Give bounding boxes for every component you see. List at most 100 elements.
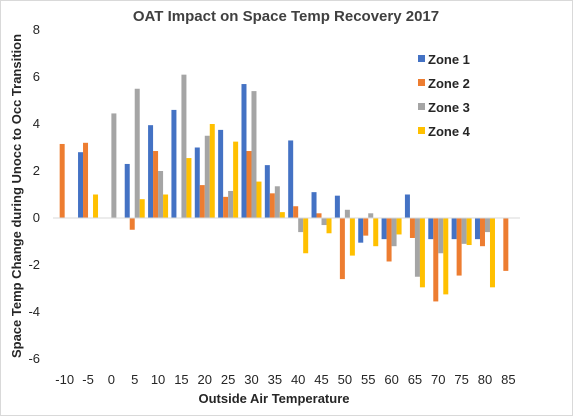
bar-zone-1--5 <box>78 152 84 218</box>
bar-zone-4-65 <box>419 218 425 288</box>
bar-zone-4-45 <box>326 218 332 234</box>
bar-zone-1-65 <box>404 194 410 218</box>
bar-zone-4-50 <box>349 218 355 256</box>
bar-zone-1-75 <box>451 218 457 240</box>
y-tick-label: 4 <box>33 116 40 131</box>
bar-zone-2-70 <box>433 218 439 302</box>
bar-zone-1-80 <box>474 218 480 240</box>
bar-zone-3-75 <box>461 218 467 244</box>
bar-zone-2-40 <box>293 206 299 218</box>
bar-zone-1-5 <box>124 163 130 218</box>
bar-zone-4-70 <box>443 218 449 295</box>
y-tick-label: 8 <box>33 22 40 37</box>
bar-zone-2--5 <box>83 142 89 218</box>
bar-zone-2--10 <box>59 143 65 218</box>
legend-swatch <box>418 55 425 62</box>
legend-label: Zone 1 <box>428 52 470 67</box>
bar-zone-2-65 <box>409 218 415 238</box>
bar-zone-4-25 <box>233 141 239 219</box>
legend-swatch <box>418 79 425 86</box>
bar-zone-3-80 <box>484 218 490 233</box>
y-tick-label: -6 <box>28 351 40 366</box>
bar-zone-3-10 <box>158 171 164 218</box>
bar-zone-4-30 <box>256 181 262 218</box>
legend: Zone 1 Zone 2 Zone 3 Zone 4 <box>418 52 471 139</box>
bar-zone-2-10 <box>153 151 159 218</box>
x-tick-label: 65 <box>408 372 422 387</box>
bar-zone-1-50 <box>334 195 340 218</box>
bar-zone-2-80 <box>479 218 485 247</box>
bar-zone-4--5 <box>93 194 99 218</box>
bar-zone-2-25 <box>223 196 229 218</box>
x-tick-label: 70 <box>431 372 445 387</box>
bar-zone-2-75 <box>456 218 462 276</box>
x-tick-label: 50 <box>338 372 352 387</box>
bar-zone-4-60 <box>396 218 402 235</box>
bar-zone-2-60 <box>386 218 392 262</box>
x-tick-label: 30 <box>244 372 258 387</box>
bar-zone-4-55 <box>373 218 379 247</box>
legend-label: Zone 4 <box>428 124 471 139</box>
bar-zone-3-55 <box>368 213 374 218</box>
x-tick-label: 10 <box>151 372 165 387</box>
y-tick-label: 0 <box>33 210 40 225</box>
bar-zone-4-40 <box>303 218 309 254</box>
bar-zone-2-45 <box>316 213 322 218</box>
x-tick-label: 20 <box>198 372 212 387</box>
x-tick-label: -10 <box>55 372 74 387</box>
bar-zone-1-35 <box>264 165 270 219</box>
bar-zone-2-35 <box>269 193 275 218</box>
bar-zone-2-5 <box>129 218 135 230</box>
bar-zone-3-50 <box>344 209 350 218</box>
bar-zone-1-60 <box>381 218 387 240</box>
x-tick-label: 15 <box>174 372 188 387</box>
bar-zone-1-30 <box>241 84 247 218</box>
y-tick-label: -4 <box>28 304 40 319</box>
legend-swatch <box>418 127 425 134</box>
bar-zone-1-15 <box>171 109 177 218</box>
bar-zone-3-40 <box>298 218 304 233</box>
legend-label: Zone 2 <box>428 76 470 91</box>
x-tick-label: 40 <box>291 372 305 387</box>
x-tick-label: 45 <box>314 372 328 387</box>
bar-zone-2-85 <box>503 218 509 271</box>
bar-zone-2-50 <box>339 218 345 280</box>
bar-zone-1-10 <box>148 125 154 218</box>
bar-zone-3-0 <box>111 113 117 218</box>
bar-zone-1-25 <box>218 129 224 219</box>
bars <box>59 74 509 302</box>
x-tick-label: 25 <box>221 372 235 387</box>
bar-zone-3-25 <box>228 190 234 218</box>
bar-zone-4-15 <box>186 158 192 218</box>
bar-zone-3-70 <box>438 218 444 254</box>
x-tick-label: 55 <box>361 372 375 387</box>
x-axis: -10 -5 0 5 10 15 20 25 30 35 40 45 50 55 60 65 70 75 80 85 <box>55 372 515 387</box>
bar-zone-4-80 <box>489 218 495 288</box>
x-tick-label: 35 <box>268 372 282 387</box>
bar-zone-1-40 <box>288 140 294 218</box>
bar-zone-4-5 <box>139 199 145 218</box>
bar-zone-4-35 <box>279 212 285 219</box>
bar-zone-3-65 <box>414 218 420 277</box>
legend-swatch <box>418 103 425 110</box>
bar-zone-4-10 <box>163 194 169 218</box>
bar-zone-1-45 <box>311 192 317 218</box>
bar-zone-3-5 <box>134 88 140 218</box>
bar-zone-2-30 <box>246 151 252 218</box>
bar-zone-3-45 <box>321 218 327 226</box>
bar-zone-2-55 <box>363 218 369 236</box>
y-axis: -6 -4 -2 0 2 4 6 8 <box>28 22 40 366</box>
x-tick-label: 80 <box>478 372 492 387</box>
bar-zone-3-35 <box>274 186 280 218</box>
y-tick-label: 2 <box>33 163 40 178</box>
bar-zone-4-75 <box>466 218 472 246</box>
bar-zone-3-15 <box>181 74 187 219</box>
y-tick-label: 6 <box>33 69 40 84</box>
x-tick-label: 0 <box>108 372 115 387</box>
bar-zone-3-30 <box>251 91 257 218</box>
legend-label: Zone 3 <box>428 100 470 115</box>
x-tick-label: -5 <box>82 372 94 387</box>
bar-zone-3-60 <box>391 218 397 247</box>
x-tick-label: 75 <box>454 372 468 387</box>
